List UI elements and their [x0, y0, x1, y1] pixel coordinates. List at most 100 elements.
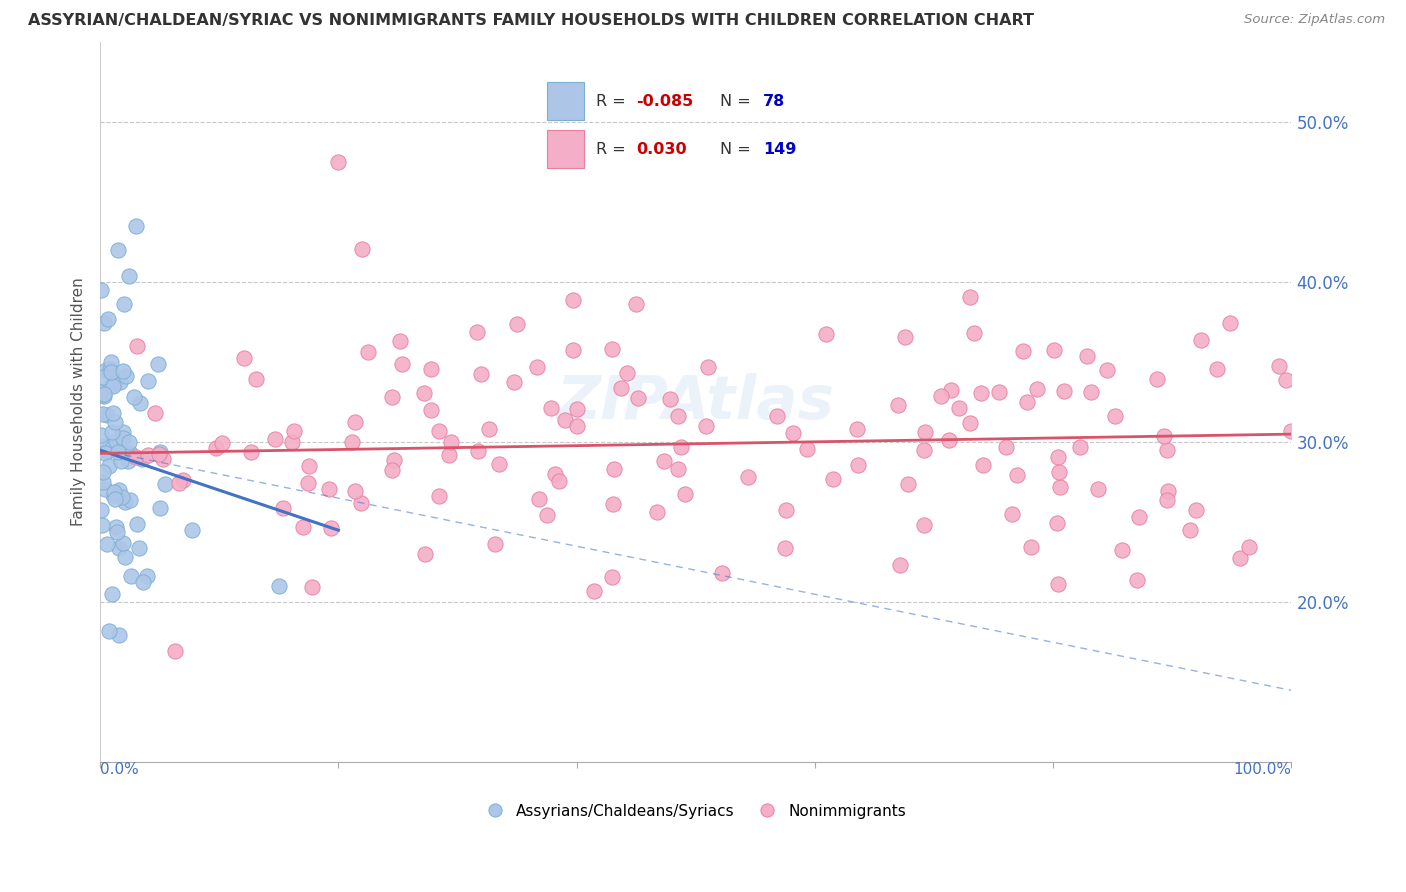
Point: [624, 296, 647, 310]
Point: [91, 475, 114, 490]
Point: [90, 283, 112, 297]
Point: [470, 368, 492, 382]
Point: [101, 488, 124, 502]
Point: [478, 422, 501, 436]
Point: [172, 473, 194, 487]
Text: 100.0%: 100.0%: [1233, 763, 1292, 778]
Point: [995, 440, 1018, 454]
Point: [488, 458, 510, 472]
Point: [292, 519, 315, 533]
Point: [114, 549, 136, 564]
Point: [1005, 468, 1028, 483]
Point: [103, 379, 125, 393]
Point: [440, 435, 463, 450]
Point: [101, 587, 124, 601]
Point: [565, 402, 588, 417]
Point: [912, 518, 935, 533]
Point: [796, 442, 818, 457]
Point: [100, 355, 122, 369]
Point: [125, 450, 148, 464]
Point: [467, 443, 489, 458]
Point: [773, 541, 796, 556]
Point: [536, 508, 558, 522]
Point: [1047, 466, 1070, 480]
Point: [263, 432, 285, 446]
Point: [419, 362, 441, 376]
Point: [1017, 395, 1039, 409]
Point: [357, 345, 380, 359]
Point: [283, 425, 305, 439]
Point: [328, 154, 350, 169]
Point: [114, 495, 136, 509]
Point: [118, 446, 141, 460]
Point: [352, 242, 374, 256]
Point: [1001, 507, 1024, 521]
Point: [343, 483, 366, 498]
Point: [627, 391, 650, 405]
Point: [240, 445, 263, 459]
Point: [340, 434, 363, 449]
Text: R =: R =: [596, 94, 631, 109]
Point: [125, 339, 148, 353]
Point: [815, 327, 838, 342]
Text: 0.030: 0.030: [637, 142, 688, 157]
Point: [1206, 361, 1229, 376]
Point: [484, 537, 506, 551]
Point: [105, 434, 128, 448]
Point: [343, 416, 366, 430]
Point: [108, 483, 131, 498]
Point: [959, 416, 981, 430]
Point: [267, 579, 290, 593]
Point: [96, 536, 118, 550]
Point: [96, 363, 118, 377]
Point: [1053, 384, 1076, 398]
Point: [766, 409, 789, 423]
Point: [96, 409, 118, 423]
Point: [93, 439, 115, 453]
Point: [502, 375, 524, 389]
Point: [136, 569, 159, 583]
Point: [1019, 540, 1042, 554]
Point: [912, 442, 935, 457]
Point: [93, 387, 115, 401]
Point: [1219, 316, 1241, 330]
Point: [90, 428, 112, 442]
Point: [1049, 480, 1071, 494]
Point: [110, 375, 132, 389]
Point: [1156, 442, 1178, 457]
Point: [100, 377, 122, 392]
Point: [1046, 576, 1069, 591]
Point: [931, 389, 953, 403]
Point: [1189, 333, 1212, 347]
Point: [1157, 484, 1180, 499]
Point: [846, 458, 869, 473]
Point: [427, 424, 450, 438]
Point: [301, 580, 323, 594]
Point: [153, 476, 176, 491]
Point: [100, 365, 122, 379]
Point: [125, 516, 148, 531]
Point: [298, 458, 321, 473]
Point: [603, 461, 626, 475]
Point: [652, 454, 675, 468]
Point: [104, 491, 127, 506]
Point: [1069, 440, 1091, 454]
Point: [972, 458, 994, 472]
Point: [128, 541, 150, 556]
Point: [120, 568, 142, 582]
Point: [97, 624, 120, 638]
Point: [297, 475, 319, 490]
Point: [562, 343, 585, 357]
Point: [544, 467, 567, 482]
Point: [245, 372, 267, 386]
Point: [439, 448, 461, 462]
Point: [609, 381, 631, 395]
Point: [1279, 424, 1302, 438]
Point: [97, 458, 120, 473]
Point: [101, 425, 124, 440]
Point: [666, 462, 689, 476]
Point: [382, 453, 405, 467]
Point: [112, 431, 135, 445]
Point: [96, 444, 118, 458]
Y-axis label: Family Households with Children: Family Households with Children: [72, 277, 86, 526]
